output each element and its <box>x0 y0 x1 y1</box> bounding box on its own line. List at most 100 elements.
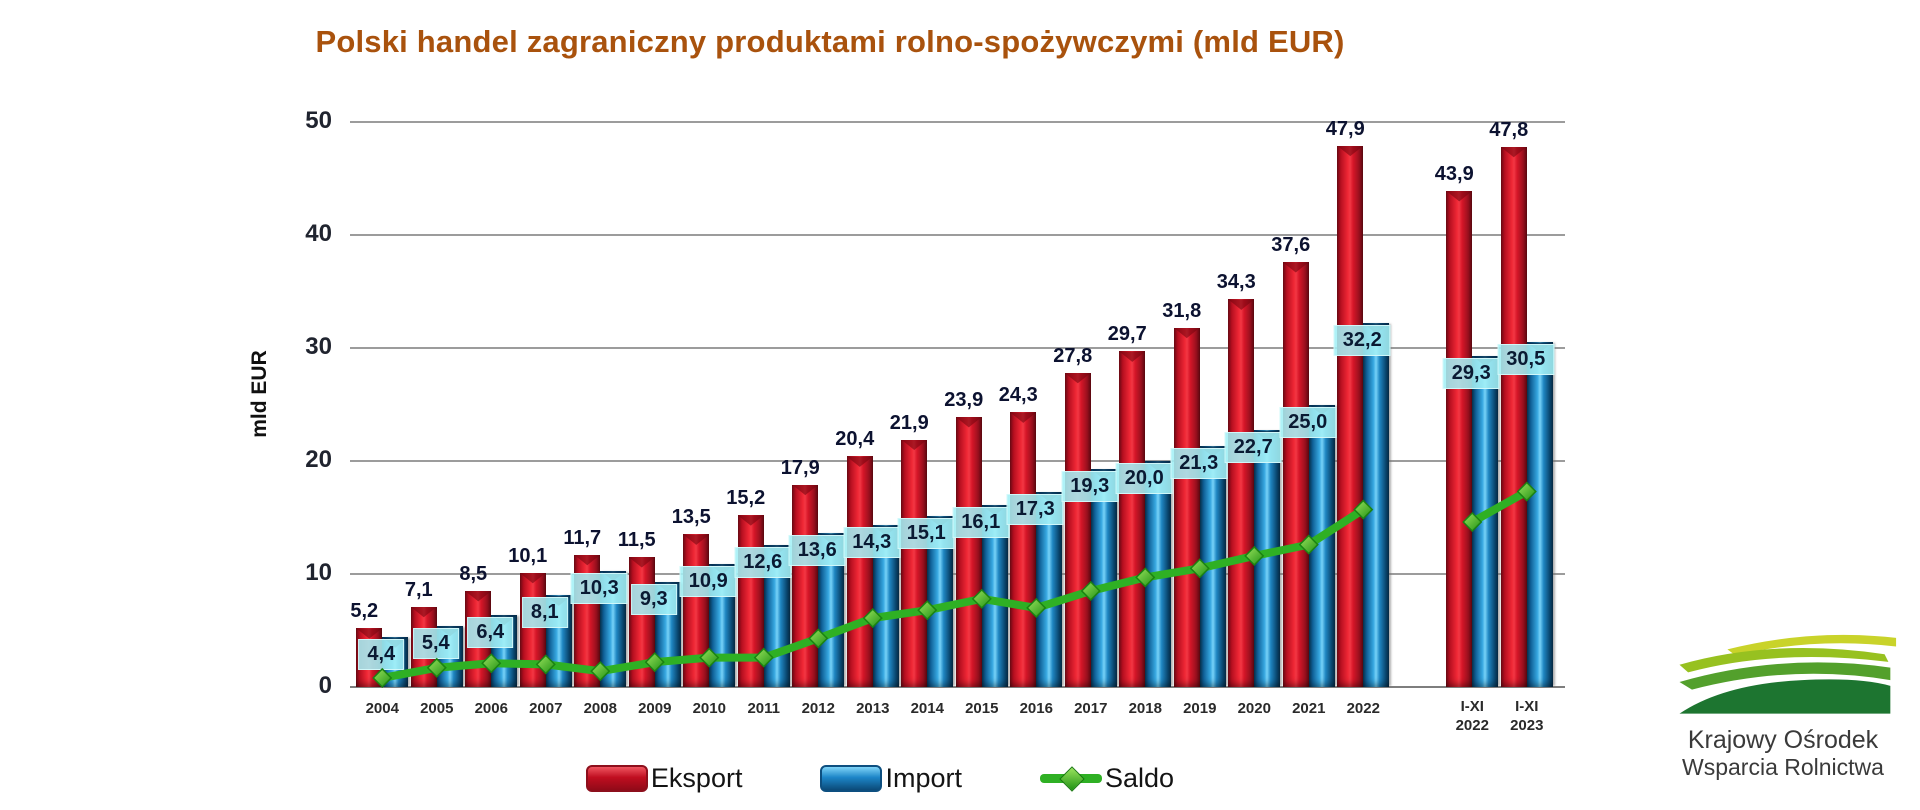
bar-top-bevel-icon <box>1282 262 1309 273</box>
eksport-value-label-2019: 31,8 <box>1162 299 1202 322</box>
import-value-label-2006: 6,4 <box>467 616 514 648</box>
eksport-value-label-2014: 21,9 <box>889 411 929 434</box>
chart-title: Polski handel zagraniczny produktami rol… <box>315 24 1345 59</box>
x-tick-label-2010: 2010 <box>692 700 726 717</box>
x-tick-label-2021: 2021 <box>1292 700 1326 717</box>
bar-eksport-2017 <box>1064 372 1091 687</box>
bar-eksport-2021 <box>1282 262 1309 687</box>
bar-top-bevel-icon <box>1337 145 1364 157</box>
bar-top-bevel-icon <box>1173 327 1200 339</box>
y-tick-label-10: 10 <box>305 559 332 586</box>
eksport-value-label-I-XI-2023: 47,8 <box>1489 118 1529 141</box>
bar-top-bevel-icon <box>1446 190 1473 202</box>
x-tick-label-2015: 2015 <box>965 700 999 717</box>
x-tick-label-2014: 2014 <box>910 700 944 717</box>
eksport-value-label-2021: 37,6 <box>1271 234 1311 257</box>
eksport-value-label-I-XI-2022: 43,9 <box>1434 162 1474 185</box>
saldo-swatch-icon <box>1040 766 1102 792</box>
x-tick-label-2017: 2017 <box>1074 700 1108 717</box>
bar-top-bevel-icon <box>574 554 601 566</box>
logo-text-line1: Krajowy Ośrodek <box>1687 726 1879 754</box>
legend-item-import: Import <box>820 763 962 794</box>
korw-logo-icon <box>1679 634 1897 714</box>
bar-eksport-2019 <box>1173 327 1200 687</box>
bar-top-bevel-icon <box>1064 372 1091 384</box>
import-value-label-2018: 20,0 <box>1115 463 1173 494</box>
import-value-label-2013: 14,3 <box>843 527 901 559</box>
legend-label-eksport: Eksport <box>650 763 743 793</box>
legend: Eksport Import Saldo <box>300 763 1460 794</box>
x-tick-label-I-XI-2022: I-XI 2022 <box>1455 698 1489 734</box>
import-value-label-2005: 5,4 <box>412 627 459 659</box>
y-tick-label-50: 50 <box>305 107 332 134</box>
import-value-label-2016: 17,3 <box>1006 493 1064 525</box>
import-value-label-2011: 12,6 <box>734 546 792 578</box>
import-swatch-icon <box>820 765 883 792</box>
import-value-label-2007: 8,1 <box>521 597 568 629</box>
import-value-label-2022: 32,2 <box>1333 325 1391 357</box>
saldo-diamond-icon <box>1059 766 1085 792</box>
eksport-value-label-2004: 5,2 <box>350 600 379 623</box>
x-tick-label-2020: 2020 <box>1237 700 1271 717</box>
bar-top-bevel-icon <box>519 572 546 584</box>
x-tick-label-2018: 2018 <box>1128 700 1162 717</box>
bar-top-bevel-icon <box>955 416 982 428</box>
bar-top-bevel-icon <box>901 439 928 450</box>
eksport-value-label-2017: 27,8 <box>1053 344 1093 367</box>
legend-item-eksport: Eksport <box>585 763 743 794</box>
x-tick-label-2013: 2013 <box>856 700 890 717</box>
bar-eksport-2013 <box>846 456 873 687</box>
bar-eksport-2022 <box>1337 145 1364 687</box>
bar-import-2020 <box>1254 430 1281 687</box>
eksport-value-label-2015: 23,9 <box>944 388 984 411</box>
bar-eksport-2018 <box>1119 351 1146 687</box>
eksport-value-label-2009: 11,5 <box>617 529 656 552</box>
x-tick-label-2022: 2022 <box>1346 700 1380 717</box>
bar-top-bevel-icon <box>846 456 873 467</box>
bar-eksport-2009 <box>628 557 655 687</box>
bar-import-2018 <box>1145 461 1172 687</box>
eksport-value-label-2022: 47,9 <box>1325 117 1365 140</box>
eksport-value-label-2012: 17,9 <box>780 456 820 479</box>
bar-top-bevel-icon <box>465 590 492 602</box>
eksport-value-label-2020: 34,3 <box>1216 271 1256 294</box>
bar-eksport-I-XI-2022 <box>1446 190 1473 687</box>
import-value-label-2019: 21,3 <box>1170 448 1228 480</box>
eksport-value-label-2016: 24,3 <box>998 384 1038 407</box>
y-tick-label-0: 0 <box>318 672 332 699</box>
eksport-swatch-icon <box>585 765 648 792</box>
legend-label-saldo: Saldo <box>1105 763 1175 793</box>
eksport-value-label-2013: 20,4 <box>835 428 875 451</box>
bar-top-bevel-icon <box>628 557 655 568</box>
logo-text-line2: Wsparcia Rolnictwa <box>1682 754 1884 780</box>
bar-eksport-2012 <box>792 484 819 687</box>
bar-import-I-XI-2023 <box>1526 342 1553 687</box>
legend-label-import: Import <box>885 763 962 793</box>
bar-top-bevel-icon <box>737 515 764 526</box>
import-value-label-2008: 10,3 <box>570 572 628 604</box>
import-value-label-2021: 25,0 <box>1279 406 1337 438</box>
bar-eksport-2020 <box>1228 299 1255 687</box>
import-value-label-2017: 19,3 <box>1061 470 1119 502</box>
bar-top-bevel-icon <box>356 628 383 639</box>
import-value-label-2014: 15,1 <box>897 518 955 550</box>
bar-eksport-2015 <box>955 416 982 687</box>
import-value-label-2009: 9,3 <box>630 583 677 615</box>
bar-top-bevel-icon <box>410 606 437 618</box>
x-tick-label-2019: 2019 <box>1183 700 1217 717</box>
bar-eksport-2010 <box>683 534 710 687</box>
gridline-30 <box>350 347 1565 349</box>
x-tick-label-I-XI-2023: I-XI 2023 <box>1510 698 1544 734</box>
bar-top-bevel-icon <box>792 484 819 496</box>
bar-eksport-2007 <box>519 572 546 687</box>
x-tick-label-2012: 2012 <box>801 700 835 717</box>
bar-top-bevel-icon <box>1010 412 1037 423</box>
bar-import-I-XI-2022 <box>1472 355 1499 687</box>
import-value-label-2010: 10,9 <box>679 565 737 597</box>
x-tick-label-2005: 2005 <box>420 700 454 717</box>
x-tick-label-2007: 2007 <box>529 700 563 717</box>
bar-import-2021 <box>1308 404 1335 687</box>
eksport-value-label-2011: 15,2 <box>726 487 766 510</box>
